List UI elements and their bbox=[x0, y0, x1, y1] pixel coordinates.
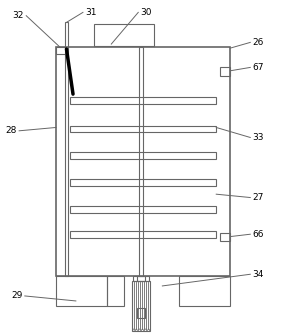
Text: 29: 29 bbox=[11, 291, 23, 300]
Bar bbox=[94, 24, 154, 46]
Bar bbox=[56, 47, 230, 276]
Bar bbox=[70, 231, 216, 238]
Bar bbox=[132, 281, 150, 331]
Text: 26: 26 bbox=[253, 38, 264, 47]
Bar bbox=[137, 276, 145, 281]
Bar bbox=[64, 22, 68, 276]
Bar bbox=[70, 97, 216, 104]
Text: 32: 32 bbox=[13, 11, 24, 20]
Bar bbox=[133, 276, 149, 281]
Bar bbox=[56, 276, 107, 306]
Bar bbox=[56, 47, 66, 54]
Bar bbox=[137, 308, 145, 318]
Bar bbox=[70, 179, 216, 186]
Text: 67: 67 bbox=[253, 63, 264, 72]
Text: 30: 30 bbox=[141, 8, 152, 17]
Bar bbox=[70, 206, 216, 212]
Text: 33: 33 bbox=[253, 133, 264, 142]
Text: 31: 31 bbox=[85, 8, 97, 17]
Text: 66: 66 bbox=[253, 230, 264, 239]
Text: 28: 28 bbox=[5, 126, 17, 135]
Bar bbox=[179, 276, 230, 306]
Bar bbox=[221, 232, 230, 241]
Text: 27: 27 bbox=[253, 193, 264, 202]
Bar bbox=[70, 126, 216, 132]
Bar bbox=[221, 67, 230, 76]
Bar bbox=[107, 276, 124, 306]
Bar bbox=[70, 152, 216, 159]
Bar bbox=[139, 47, 143, 276]
Text: 34: 34 bbox=[253, 270, 264, 279]
